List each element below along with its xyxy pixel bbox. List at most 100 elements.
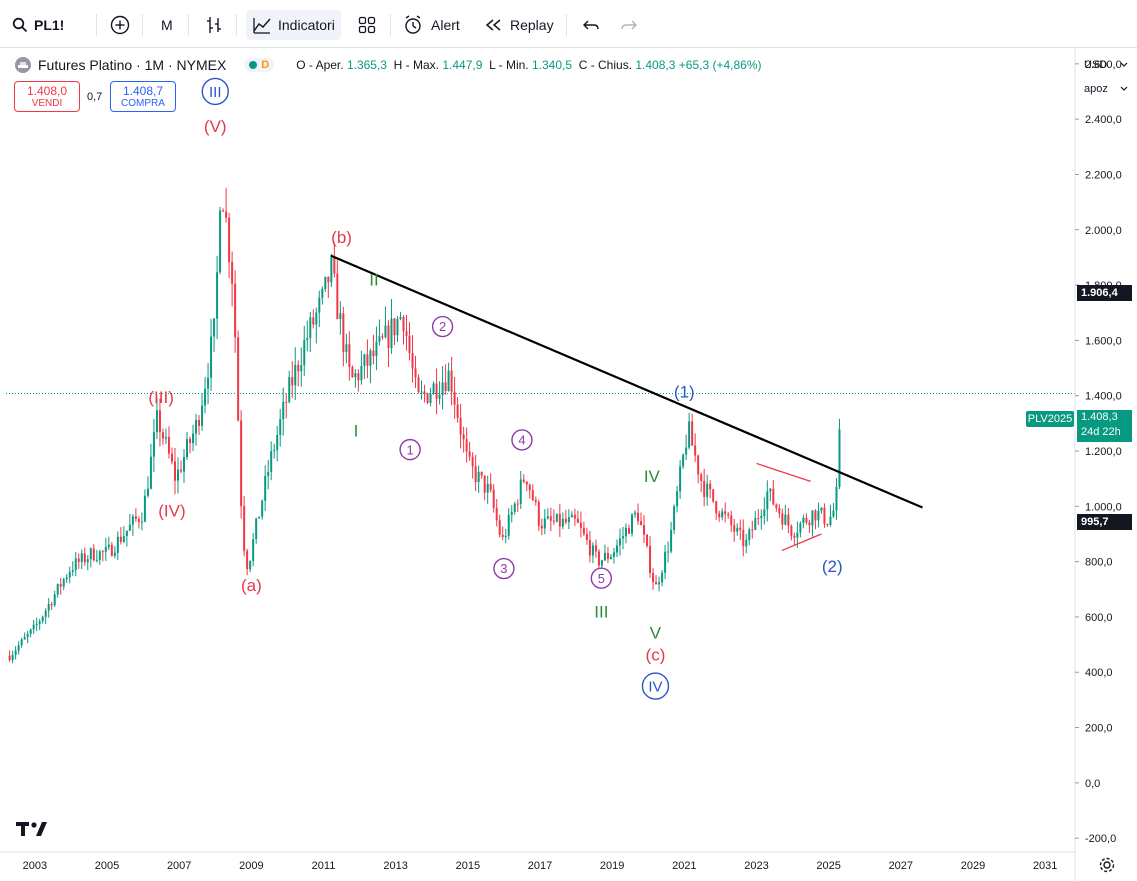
replay-button[interactable]: Replay <box>484 10 554 40</box>
scale-selector[interactable]: apoz <box>1080 79 1132 99</box>
grid-layout-icon <box>358 16 376 34</box>
candle-body <box>68 571 71 578</box>
candle-body <box>411 352 414 369</box>
candle-body <box>110 544 113 556</box>
candle-body <box>808 522 811 526</box>
candle-body <box>564 518 567 523</box>
candle-body <box>483 475 486 493</box>
replay-label: Replay <box>510 17 554 33</box>
candle-body <box>546 516 549 519</box>
candle-body <box>170 453 173 462</box>
candle-body <box>718 513 721 518</box>
spread-value: 0,7 <box>87 91 103 103</box>
candle-body <box>799 523 802 533</box>
candle-body <box>793 535 796 538</box>
candle-body <box>531 490 534 500</box>
candle-body <box>558 513 561 527</box>
candle-body <box>249 561 252 570</box>
candle-body <box>543 518 546 529</box>
open-value: 1.365,3 <box>346 58 387 72</box>
compare-button[interactable] <box>110 10 130 40</box>
candle-body <box>832 510 835 517</box>
candle-body <box>312 317 315 325</box>
candle-body <box>540 525 543 529</box>
platinum-logo-icon <box>15 57 31 73</box>
candle-body <box>537 501 540 526</box>
candle-body <box>579 522 582 528</box>
candle-body <box>204 388 207 406</box>
candle-body <box>447 370 450 392</box>
candle-body <box>426 393 429 403</box>
undo-button[interactable] <box>582 10 600 40</box>
y-tick-label: 1.400,0 <box>1085 391 1122 403</box>
candle-body <box>83 553 86 563</box>
layouts-button[interactable] <box>358 10 376 40</box>
symbol-search[interactable]: PL1! <box>12 10 64 40</box>
ohlc-values: O - Aper. 1.365,3 H - Max. 1.447,9 L - M… <box>296 58 761 72</box>
candle-body <box>417 377 420 393</box>
candle-body <box>303 339 306 366</box>
alert-label: Alert <box>431 17 460 33</box>
candle-body <box>474 466 477 483</box>
candle-body <box>390 318 393 349</box>
interval-button[interactable]: M <box>161 10 173 40</box>
candle-body <box>618 538 621 546</box>
wave-label: 1 <box>406 442 413 457</box>
candle-body <box>730 515 733 526</box>
y-tick-label: 1.000,0 <box>1085 501 1122 513</box>
candle-body <box>228 217 231 262</box>
candle-body <box>50 603 53 606</box>
wave-label-circle <box>431 315 454 338</box>
candle-body <box>594 545 597 552</box>
redo-button[interactable] <box>620 10 638 40</box>
wave-label: (III) <box>148 388 174 407</box>
candle-body <box>567 517 570 523</box>
close-value: 1.408,3 <box>635 58 676 72</box>
candle-body <box>86 559 89 563</box>
candle-body <box>706 483 709 497</box>
candle-body <box>480 471 483 476</box>
candle-body <box>74 558 77 571</box>
x-tick-label: 2021 <box>672 860 696 872</box>
candle-body <box>555 513 558 522</box>
candle-body <box>225 211 228 218</box>
candle-body <box>715 501 718 514</box>
candle-body <box>252 539 255 562</box>
gear-icon[interactable] <box>1098 856 1116 874</box>
wave-label: (V) <box>204 117 227 136</box>
candle-body <box>709 483 712 490</box>
candle-body <box>14 650 17 656</box>
candle-body <box>195 420 198 434</box>
candle-body <box>769 488 772 492</box>
candle-body <box>609 556 612 559</box>
candle-body <box>534 499 537 502</box>
x-tick-label: 2005 <box>95 860 119 872</box>
candle-body <box>552 520 555 522</box>
candle-body <box>688 421 691 448</box>
indicators-button[interactable]: Indicatori <box>246 10 341 40</box>
wave-label: III <box>209 84 222 101</box>
currency-selector[interactable]: USD <box>1080 55 1132 75</box>
wave-label: 4 <box>518 433 525 448</box>
sell-button[interactable]: 1.408,0 VENDI <box>14 81 80 112</box>
x-tick-label: 2013 <box>383 860 407 872</box>
candle-body <box>612 552 615 557</box>
wave-label-circle <box>641 672 670 700</box>
candle-body <box>369 350 372 366</box>
candle-body <box>817 510 820 521</box>
candle-body <box>676 491 679 507</box>
alert-button[interactable]: Alert <box>403 10 460 40</box>
candle-body <box>396 319 399 336</box>
market-status[interactable]: D <box>244 58 275 72</box>
buy-button[interactable]: 1.408,7 COMPRA <box>110 81 176 112</box>
chart-type-button[interactable] <box>205 10 223 40</box>
candle-body <box>652 573 655 583</box>
candle-body <box>327 276 330 283</box>
symbol-title[interactable]: Futures Platino · 1M · NYMEX <box>38 57 227 73</box>
candle-body <box>600 560 603 566</box>
candle-body <box>137 518 140 522</box>
candle-body <box>763 509 766 517</box>
x-tick-label: 2019 <box>600 860 624 872</box>
candle-body <box>591 545 594 556</box>
